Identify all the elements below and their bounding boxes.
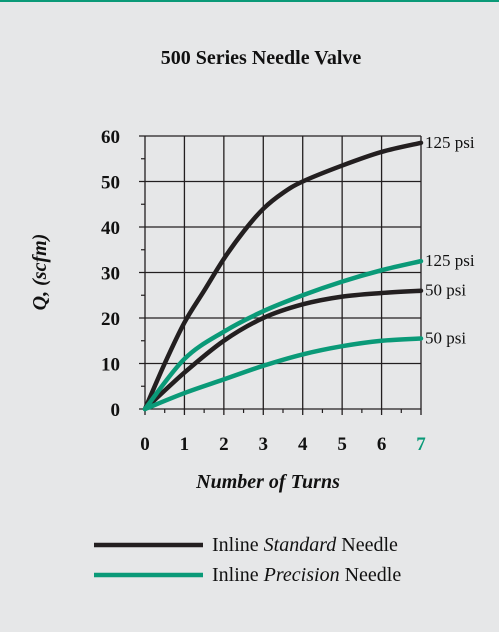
chart-title: 500 Series Needle Valve bbox=[161, 47, 362, 69]
y-tick-label: 50 bbox=[101, 173, 120, 194]
series-line-precision-2 bbox=[142, 258, 424, 412]
series-end-label: 125 psi bbox=[425, 133, 475, 152]
y-tick-label: 10 bbox=[101, 355, 120, 376]
y-tick-labels: 0 10 20 30 40 50 60 bbox=[101, 127, 120, 421]
series-end-labels: 125 psi 50 psi 125 psi 50 psi bbox=[425, 133, 475, 348]
y-tick-label: 30 bbox=[101, 264, 120, 285]
x-tick-label: 6 bbox=[377, 434, 387, 455]
series-line-standard-1 bbox=[142, 288, 424, 412]
y-tick-label: 40 bbox=[101, 218, 120, 239]
series-line-standard-0 bbox=[142, 140, 424, 412]
x-tick-label: 0 bbox=[140, 434, 150, 455]
series-end-label: 125 psi bbox=[425, 251, 475, 270]
series-line-precision-3 bbox=[142, 336, 424, 412]
legend-label-standard: Inline Standard Needle bbox=[212, 534, 398, 556]
y-tick-label: 60 bbox=[101, 127, 120, 148]
series-end-label: 50 psi bbox=[425, 281, 466, 300]
y-tick-label: 0 bbox=[111, 400, 121, 421]
x-tick-label: 5 bbox=[337, 434, 347, 455]
x-tick-label: 4 bbox=[298, 434, 308, 455]
y-tick-label: 20 bbox=[101, 309, 120, 330]
x-tick-label: 1 bbox=[180, 434, 190, 455]
series-lines bbox=[142, 140, 424, 412]
legend: Inline Standard Needle Inline Precision N… bbox=[94, 534, 401, 586]
series-end-label: 50 psi bbox=[425, 328, 466, 347]
legend-label-precision: Inline Precision Needle bbox=[212, 564, 401, 586]
x-tick-label: 7 bbox=[416, 434, 426, 455]
x-tick-labels: 0 1 2 3 4 5 6 7 bbox=[140, 434, 426, 455]
y-axis-label: Q, (scfm) bbox=[29, 234, 51, 311]
x-axis-label: Number of Turns bbox=[195, 471, 340, 493]
x-tick-label: 2 bbox=[219, 434, 229, 455]
x-tick-label: 3 bbox=[259, 434, 269, 455]
